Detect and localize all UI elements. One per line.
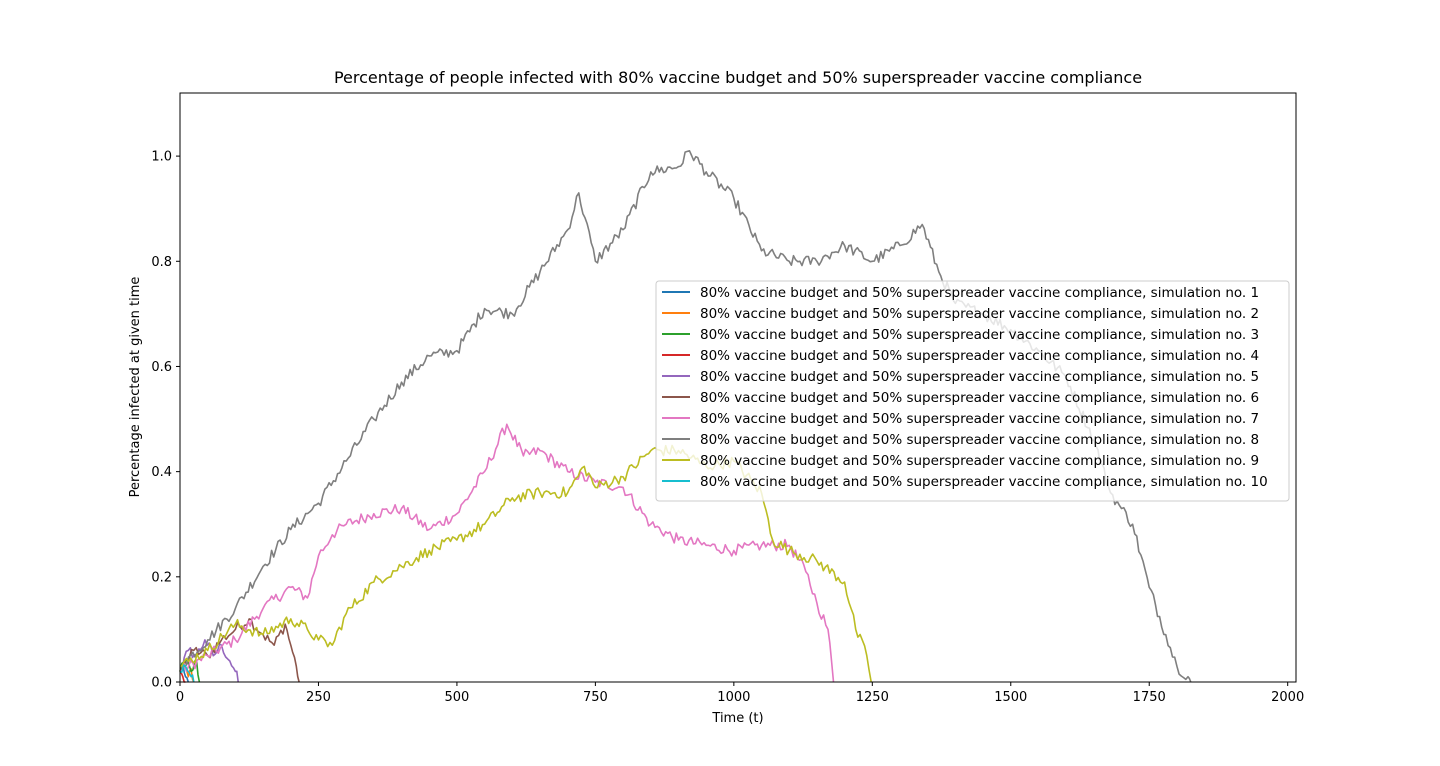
chart-title: Percentage of people infected with 80% v…	[334, 68, 1142, 87]
x-tick-label: 750	[583, 690, 608, 705]
y-tick-label: 0.2	[151, 570, 172, 585]
legend-label: 80% vaccine budget and 50% superspreader…	[700, 348, 1259, 364]
legend: 80% vaccine budget and 50% superspreader…	[655, 280, 1290, 502]
y-tick-label: 0.6	[151, 360, 172, 375]
x-tick-label: 0	[176, 690, 184, 705]
x-tick-label: 250	[306, 690, 331, 705]
series-line-10	[179, 664, 195, 683]
legend-label: 80% vaccine budget and 50% superspreader…	[700, 411, 1259, 427]
x-tick-label: 1500	[994, 690, 1027, 705]
x-tick-label: 2000	[1271, 690, 1304, 705]
y-tick-label: 0.4	[151, 465, 172, 480]
legend-label: 80% vaccine budget and 50% superspreader…	[700, 432, 1259, 448]
x-axis-label: Time (t)	[711, 711, 763, 726]
legend-label: 80% vaccine budget and 50% superspreader…	[700, 306, 1259, 322]
legend-label: 80% vaccine budget and 50% superspreader…	[700, 390, 1259, 406]
y-axis: 0.0 0.2 0.4 0.6 0.8 1.0	[151, 150, 180, 691]
x-axis: 0 250 500 750 1000 1250 1500 1750 2000	[176, 682, 1304, 705]
series-line-7	[179, 423, 835, 683]
legend-label: 80% vaccine budget and 50% superspreader…	[700, 453, 1259, 469]
x-tick-label: 1000	[717, 690, 750, 705]
legend-label: 80% vaccine budget and 50% superspreader…	[700, 474, 1268, 490]
plot-frame	[179, 92, 1297, 683]
legend-label: 80% vaccine budget and 50% superspreader…	[700, 327, 1259, 343]
legend-label: 80% vaccine budget and 50% superspreader…	[700, 285, 1259, 301]
y-tick-label: 1.0	[151, 150, 172, 165]
legend-label: 80% vaccine budget and 50% superspreader…	[700, 369, 1259, 385]
x-tick-label: 500	[445, 690, 470, 705]
x-tick-label: 1750	[1133, 690, 1166, 705]
x-tick-label: 1250	[856, 690, 889, 705]
y-tick-label: 0.0	[151, 676, 172, 691]
y-tick-label: 0.8	[151, 255, 172, 270]
legend-box	[655, 280, 1290, 502]
y-axis-label: Percentage infected at given time	[128, 277, 143, 498]
